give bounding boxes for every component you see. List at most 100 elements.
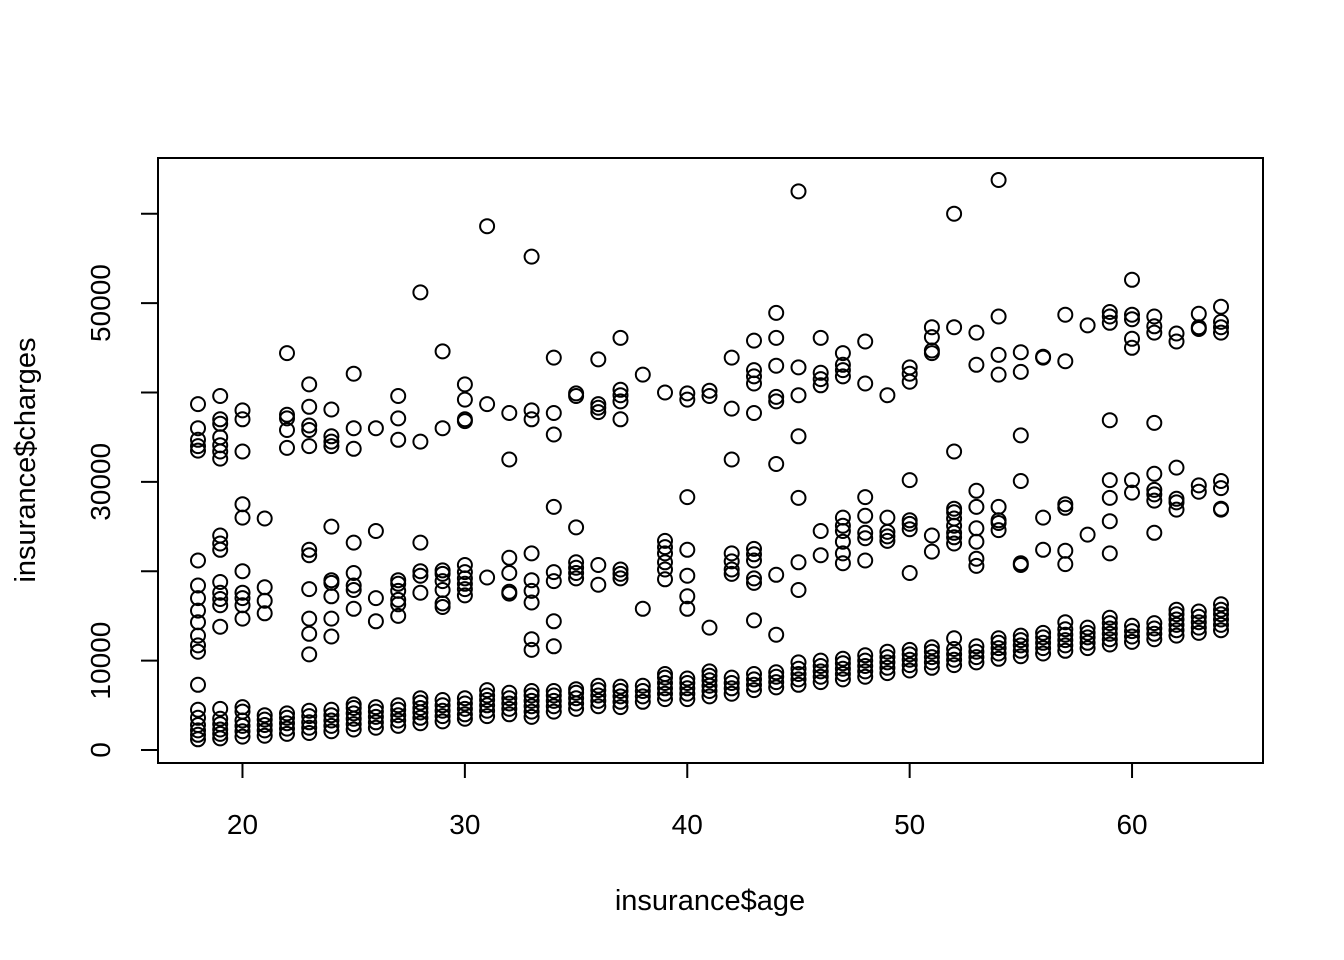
data-point: [968, 550, 985, 567]
data-point: [212, 415, 229, 432]
data-point: [479, 708, 496, 725]
data-point: [345, 420, 362, 437]
data-point: [901, 472, 918, 489]
data-point: [323, 518, 340, 535]
data-point: [523, 687, 540, 704]
data-point: [1146, 625, 1163, 642]
data-point: [279, 705, 295, 722]
data-point: [1101, 609, 1118, 626]
data-point: [212, 725, 229, 742]
data-point: [190, 614, 206, 631]
data-point: [501, 549, 518, 566]
data-point: [545, 683, 562, 699]
data-point: [768, 679, 785, 696]
data-point: [523, 545, 540, 562]
data-point: [1168, 501, 1185, 518]
data-point: [523, 582, 540, 599]
data-point: [857, 652, 874, 669]
data-point: [434, 713, 451, 730]
data-point: [256, 707, 273, 724]
data-point: [1057, 637, 1074, 654]
data-point: [812, 674, 829, 691]
data-point: [1146, 620, 1163, 637]
data-point: [857, 489, 874, 506]
data-point: [723, 675, 740, 691]
data-point: [212, 437, 229, 454]
data-point: [568, 700, 585, 717]
data-point: [434, 573, 451, 590]
data-point: [367, 708, 384, 725]
data-point: [790, 671, 807, 688]
data-point: [523, 631, 540, 648]
data-point: [1057, 542, 1074, 559]
data-point: [434, 562, 451, 579]
data-point: [634, 693, 651, 710]
data-point: [1101, 545, 1118, 562]
data-point: [946, 500, 963, 517]
data-point: [390, 431, 407, 448]
data-point: [301, 422, 318, 438]
data-point: [456, 411, 473, 428]
data-point: [657, 666, 673, 682]
data-point: [812, 364, 829, 381]
data-point: [1101, 489, 1118, 506]
data-point: [790, 359, 807, 376]
data-point: [323, 438, 340, 455]
data-point: [523, 594, 540, 611]
data-point: [279, 439, 295, 456]
data-point: [323, 572, 340, 589]
data-point: [234, 443, 251, 460]
data-point: [746, 405, 762, 421]
data-point: [923, 649, 940, 666]
data-point: [901, 359, 918, 376]
data-point: [1213, 606, 1229, 623]
data-point: [1012, 637, 1029, 654]
data-point: [1213, 480, 1229, 497]
data-point: [723, 451, 740, 468]
data-point: [523, 572, 540, 589]
data-point: [501, 565, 518, 581]
data-point: [390, 707, 407, 724]
data-point: [990, 645, 1007, 662]
data-point: [1101, 620, 1118, 637]
data-point: [345, 365, 362, 382]
data-point: [256, 579, 273, 596]
data-point: [657, 384, 673, 401]
data-point: [1057, 626, 1074, 643]
data-point: [946, 319, 963, 336]
data-point: [456, 695, 473, 712]
data-point: [723, 545, 740, 562]
data-point: [1190, 619, 1207, 636]
plot-frame: [157, 157, 1264, 764]
data-point: [256, 605, 273, 622]
x-axis-title: insurance$age: [615, 885, 805, 917]
data-point: [501, 706, 518, 723]
data-point: [657, 561, 673, 578]
data-point: [612, 329, 629, 346]
data-point: [1035, 348, 1052, 365]
data-point: [279, 720, 295, 737]
data-point: [234, 597, 251, 614]
data-point: [367, 590, 384, 607]
data-point: [190, 420, 206, 437]
data-point: [390, 717, 407, 734]
data-point: [1035, 541, 1052, 558]
data-points: [190, 172, 1229, 748]
data-point: [456, 391, 473, 408]
data-point: [1079, 634, 1096, 651]
data-point: [634, 683, 651, 699]
data-point: [412, 715, 429, 732]
data-point: [190, 590, 206, 607]
data-point: [723, 680, 740, 697]
data-point: [1057, 496, 1074, 513]
data-point: [701, 683, 718, 699]
data-point: [323, 401, 340, 418]
data-point: [790, 654, 807, 671]
data-point: [901, 365, 918, 382]
data-point: [990, 630, 1007, 647]
data-point: [679, 670, 696, 687]
data-point: [879, 532, 896, 549]
data-point: [568, 565, 585, 581]
data-point: [790, 387, 807, 404]
data-point: [790, 666, 807, 682]
